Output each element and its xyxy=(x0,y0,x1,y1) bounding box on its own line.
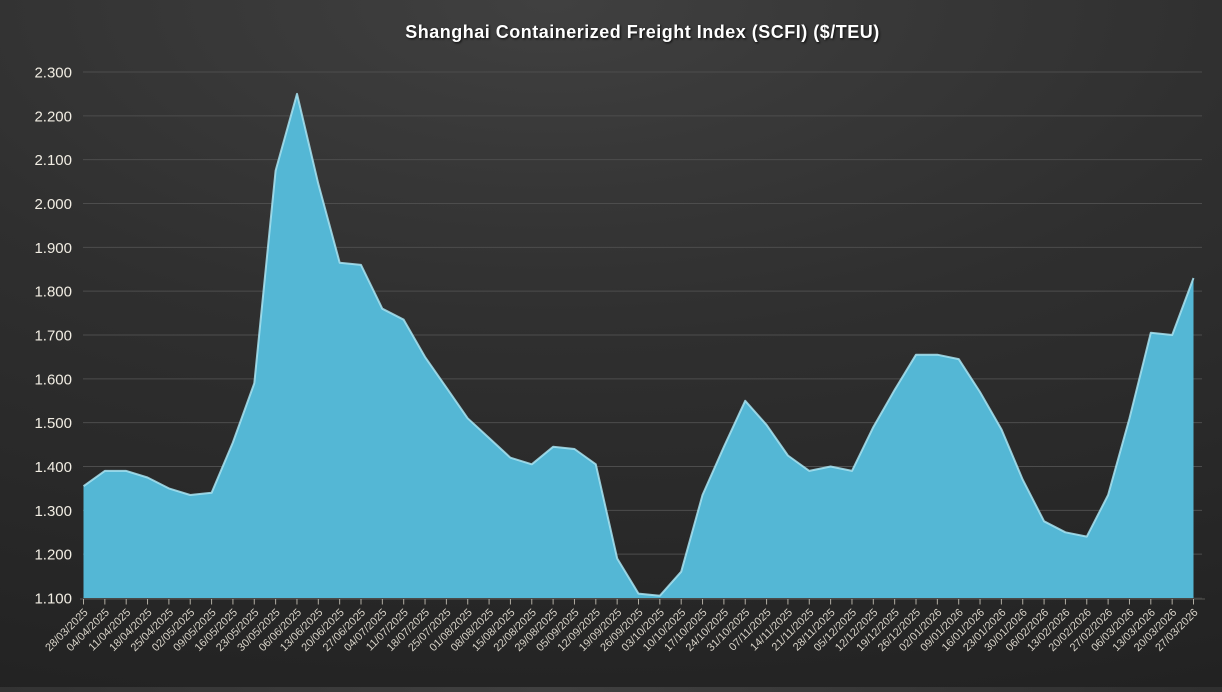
y-tick-label: 1.200 xyxy=(34,547,72,564)
y-tick-label: 1.800 xyxy=(34,284,72,301)
y-axis-labels: 1.100 1.200 1.300 1.400 1.500 1.600 1.700 1.800… xyxy=(34,65,72,608)
y-tick-label: 2.100 xyxy=(34,152,72,169)
x-axis-ticks xyxy=(80,598,1205,605)
y-tick-label: 1.700 xyxy=(34,328,72,345)
chart-title: Shanghai Containerized Freight Index (SC… xyxy=(405,22,880,42)
y-tick-label: 2.000 xyxy=(34,196,72,213)
y-tick-label: 1.100 xyxy=(34,591,72,608)
y-tick-label: 2.300 xyxy=(34,65,72,82)
area-series xyxy=(83,93,1194,599)
y-tick-label: 1.500 xyxy=(34,415,72,432)
y-tick-label: 2.200 xyxy=(34,108,72,125)
series-edge xyxy=(82,92,1195,597)
y-tick-label: 1.900 xyxy=(34,240,72,257)
x-axis-labels: 28/03/202504/04/202511/04/202518/04/2025… xyxy=(43,607,1200,654)
y-tick-label: 1.600 xyxy=(34,371,72,388)
y-tick-label: 1.400 xyxy=(34,459,72,476)
y-tick-label: 1.300 xyxy=(34,503,72,520)
